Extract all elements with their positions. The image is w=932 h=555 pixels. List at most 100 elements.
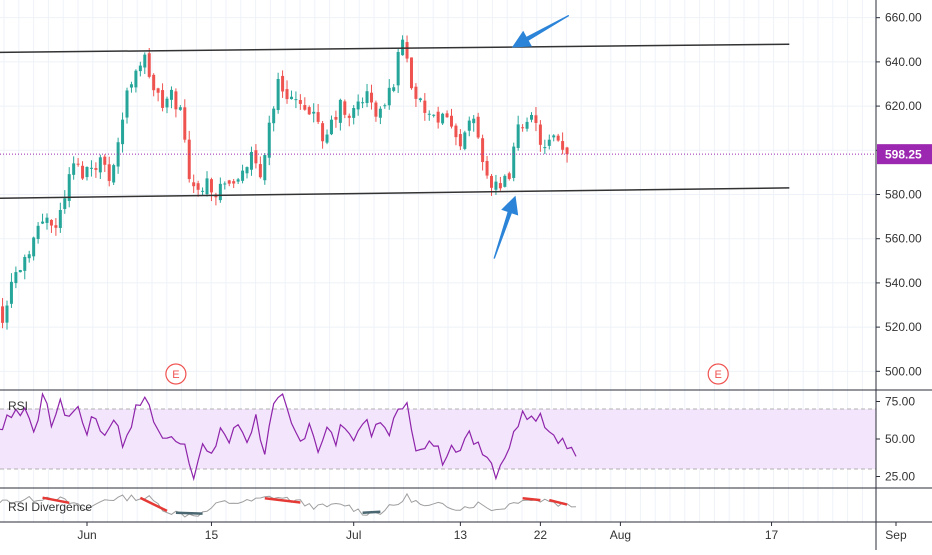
candle-body[interactable] xyxy=(45,217,49,223)
candle-body[interactable] xyxy=(241,170,245,181)
candle-body[interactable] xyxy=(281,75,285,92)
candle-body[interactable] xyxy=(534,115,538,123)
candle-body[interactable] xyxy=(463,132,467,149)
candle-body[interactable] xyxy=(85,166,89,178)
candle-body[interactable] xyxy=(285,89,289,100)
candle-body[interactable] xyxy=(436,111,440,123)
candle-body[interactable] xyxy=(347,115,351,118)
candle-body[interactable] xyxy=(1,306,5,323)
candle-body[interactable] xyxy=(27,254,31,259)
candle-body[interactable] xyxy=(512,146,516,178)
earnings-marker[interactable]: E xyxy=(165,363,187,385)
arrow-upper-icon[interactable] xyxy=(511,14,570,48)
candle-body[interactable] xyxy=(81,165,85,179)
candle-body[interactable] xyxy=(441,113,445,124)
candle-body[interactable] xyxy=(498,183,502,189)
candle-body[interactable] xyxy=(516,124,520,148)
candle-body[interactable] xyxy=(454,125,458,138)
candle-body[interactable] xyxy=(361,102,365,104)
candle-body[interactable] xyxy=(112,165,116,183)
candle-body[interactable] xyxy=(54,225,58,228)
candle-body[interactable] xyxy=(276,78,280,111)
candle-body[interactable] xyxy=(147,53,151,77)
candle-body[interactable] xyxy=(472,118,476,124)
candle-body[interactable] xyxy=(165,98,169,108)
candle-body[interactable] xyxy=(343,101,347,115)
candle-body[interactable] xyxy=(552,135,556,138)
candle-body[interactable] xyxy=(307,107,311,115)
earnings-marker[interactable]: E xyxy=(707,363,729,385)
candle-body[interactable] xyxy=(245,167,249,174)
candle-body[interactable] xyxy=(530,114,533,120)
bearish-divergence-mark[interactable] xyxy=(548,498,568,506)
candle-body[interactable] xyxy=(143,54,147,68)
candle-body[interactable] xyxy=(23,256,27,271)
candle-body[interactable] xyxy=(383,105,387,107)
candle-body[interactable] xyxy=(116,142,120,167)
candle-body[interactable] xyxy=(254,150,258,164)
candle-body[interactable] xyxy=(521,127,525,129)
candle-body[interactable] xyxy=(125,90,129,118)
candle-body[interactable] xyxy=(36,225,40,239)
candle-body[interactable] xyxy=(41,221,45,224)
candle-body[interactable] xyxy=(178,107,182,110)
candle-body[interactable] xyxy=(201,190,205,192)
candle-body[interactable] xyxy=(232,181,236,184)
candle-body[interactable] xyxy=(107,164,111,181)
bullish-divergence-mark[interactable] xyxy=(175,511,203,515)
candle-body[interactable] xyxy=(294,99,298,101)
candle-body[interactable] xyxy=(427,113,431,115)
candle-body[interactable] xyxy=(218,183,222,201)
candle-body[interactable] xyxy=(458,134,462,147)
candle-body[interactable] xyxy=(298,99,302,104)
candle-body[interactable] xyxy=(138,65,142,72)
candle-body[interactable] xyxy=(98,157,102,173)
candle-body[interactable] xyxy=(445,113,449,118)
candle-body[interactable] xyxy=(352,108,356,118)
candle-body[interactable] xyxy=(538,124,542,145)
candle-body[interactable] xyxy=(396,51,400,86)
candle-body[interactable] xyxy=(94,168,98,170)
bearish-divergence-mark[interactable] xyxy=(139,496,168,513)
candle-body[interactable] xyxy=(547,139,551,146)
candle-body[interactable] xyxy=(392,87,396,91)
candle-body[interactable] xyxy=(489,175,493,188)
candle-body[interactable] xyxy=(236,179,240,182)
candle-body[interactable] xyxy=(205,178,209,195)
candle-body[interactable] xyxy=(76,163,80,165)
candle-body[interactable] xyxy=(289,96,293,100)
candle-body[interactable] xyxy=(409,57,413,89)
candle-body[interactable] xyxy=(303,105,307,110)
candle-body[interactable] xyxy=(485,160,489,176)
candle-body[interactable] xyxy=(49,219,53,226)
candle-body[interactable] xyxy=(467,120,471,131)
candle-body[interactable] xyxy=(129,84,133,88)
candle-body[interactable] xyxy=(378,108,382,118)
candle-body[interactable] xyxy=(258,164,262,178)
candle-body[interactable] xyxy=(63,198,67,209)
candle-body[interactable] xyxy=(387,87,391,106)
candle-body[interactable] xyxy=(414,86,418,99)
candle-body[interactable] xyxy=(312,111,316,114)
candle-body[interactable] xyxy=(183,107,187,140)
lower-trendline[interactable] xyxy=(0,187,790,199)
candle-body[interactable] xyxy=(356,101,360,110)
candle-body[interactable] xyxy=(196,183,200,190)
candle-body[interactable] xyxy=(249,151,253,170)
candle-body[interactable] xyxy=(187,139,191,180)
candle-body[interactable] xyxy=(121,119,125,145)
candle-body[interactable] xyxy=(9,281,13,304)
candle-body[interactable] xyxy=(325,134,329,143)
candle-body[interactable] xyxy=(58,209,62,228)
candle-body[interactable] xyxy=(223,183,227,185)
candle-body[interactable] xyxy=(156,88,160,93)
candle-body[interactable] xyxy=(418,98,422,101)
bearish-divergence-mark[interactable] xyxy=(42,496,70,505)
candle-body[interactable] xyxy=(72,163,76,175)
candle-body[interactable] xyxy=(338,99,342,123)
candle-body[interactable] xyxy=(152,74,156,91)
rsi-divergence-pane[interactable] xyxy=(0,492,577,518)
candle-body[interactable] xyxy=(374,102,378,117)
candle-body[interactable] xyxy=(449,115,453,127)
